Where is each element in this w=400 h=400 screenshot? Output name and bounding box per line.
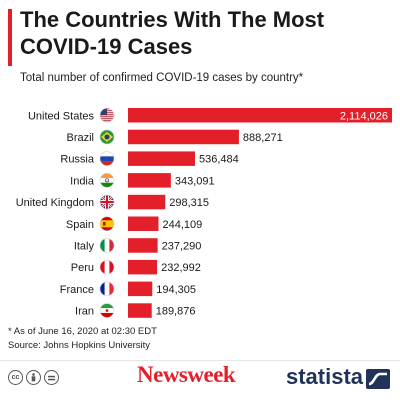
peru-flag-icon	[100, 260, 114, 275]
equals-icon	[44, 370, 59, 385]
bar-italy	[128, 238, 158, 253]
india-flag-icon	[100, 173, 114, 188]
chart-title: The Countries With The Most COVID-19 Cas…	[20, 7, 325, 59]
uk-flag-icon	[100, 195, 114, 210]
india-flag-icon-ring	[99, 173, 115, 188]
bar-india	[128, 173, 171, 188]
us-flag-icon-ring	[99, 107, 115, 123]
category-label-spain: Spain	[66, 219, 94, 231]
uk-flag-icon-ring	[99, 194, 115, 210]
bar-united-kingdom	[128, 194, 166, 210]
attribution-icon	[26, 370, 41, 385]
newsweek-logo[interactable]: Newsweek	[137, 362, 236, 387]
category-label-united-states: United States	[28, 110, 95, 122]
bar-russia	[128, 151, 195, 166]
footnote-source: Source: Johns Hopkins University	[8, 340, 151, 351]
spain-flag-icon	[100, 216, 114, 231]
chart-subtitle: Total number of confirmed COVID-19 cases…	[20, 72, 304, 84]
value-label-india: 343,091	[175, 175, 215, 187]
russia-flag-icon-ring	[99, 151, 115, 166]
footnote-date: * As of June 16, 2020 at 02:30 EDT	[8, 326, 157, 337]
iran-flag-icon	[100, 303, 114, 318]
brazil-flag-icon	[100, 129, 114, 144]
bar-spain	[128, 216, 159, 231]
spain-flag-icon-ring	[99, 216, 115, 232]
category-label-italy: Italy	[74, 240, 95, 252]
brazil-flag-icon-ring	[99, 129, 115, 145]
italy-flag-icon-ring	[99, 238, 115, 253]
value-label-iran: 189,876	[156, 306, 196, 318]
value-label-brazil: 888,271	[243, 132, 283, 144]
us-flag-icon	[100, 108, 114, 123]
bar-chart: United States 2,114,026 Brazil 888,271 Russi…	[16, 107, 392, 318]
value-label-france: 194,305	[156, 284, 196, 296]
category-label-brazil: Brazil	[66, 132, 94, 144]
france-flag-icon-ring	[99, 281, 115, 297]
statista-logo[interactable]: statista	[286, 364, 364, 389]
title-accent-bar	[8, 9, 12, 66]
bar-iran	[128, 303, 152, 318]
value-label-united-kingdom: 298,315	[169, 197, 209, 209]
bar-united-states	[128, 108, 392, 123]
footer-divider	[0, 360, 400, 361]
category-label-france: France	[60, 284, 94, 296]
value-label-united-states: 2,114,026	[340, 110, 388, 122]
category-label-united-kingdom: United Kingdom	[16, 197, 94, 209]
value-label-italy: 237,290	[162, 240, 202, 252]
russia-flag-icon	[100, 151, 114, 166]
category-label-iran: Iran	[75, 306, 94, 318]
italy-flag-icon	[100, 238, 114, 253]
category-label-india: India	[70, 175, 95, 187]
value-label-spain: 244,109	[162, 219, 202, 231]
iran-flag-icon-ring	[99, 303, 115, 318]
value-label-peru: 232,992	[161, 262, 201, 274]
category-label-peru: Peru	[71, 262, 94, 274]
peru-flag-icon-ring	[99, 259, 115, 275]
statista-logo-icon	[366, 369, 390, 389]
bar-peru	[128, 259, 158, 275]
license-icons: cc	[8, 370, 59, 385]
creative-commons-icon: cc	[8, 370, 23, 385]
value-label-russia: 536,484	[199, 154, 239, 166]
france-flag-icon	[100, 281, 114, 296]
category-label-russia: Russia	[60, 154, 95, 166]
bar-brazil	[128, 129, 239, 145]
bar-france	[128, 281, 153, 297]
